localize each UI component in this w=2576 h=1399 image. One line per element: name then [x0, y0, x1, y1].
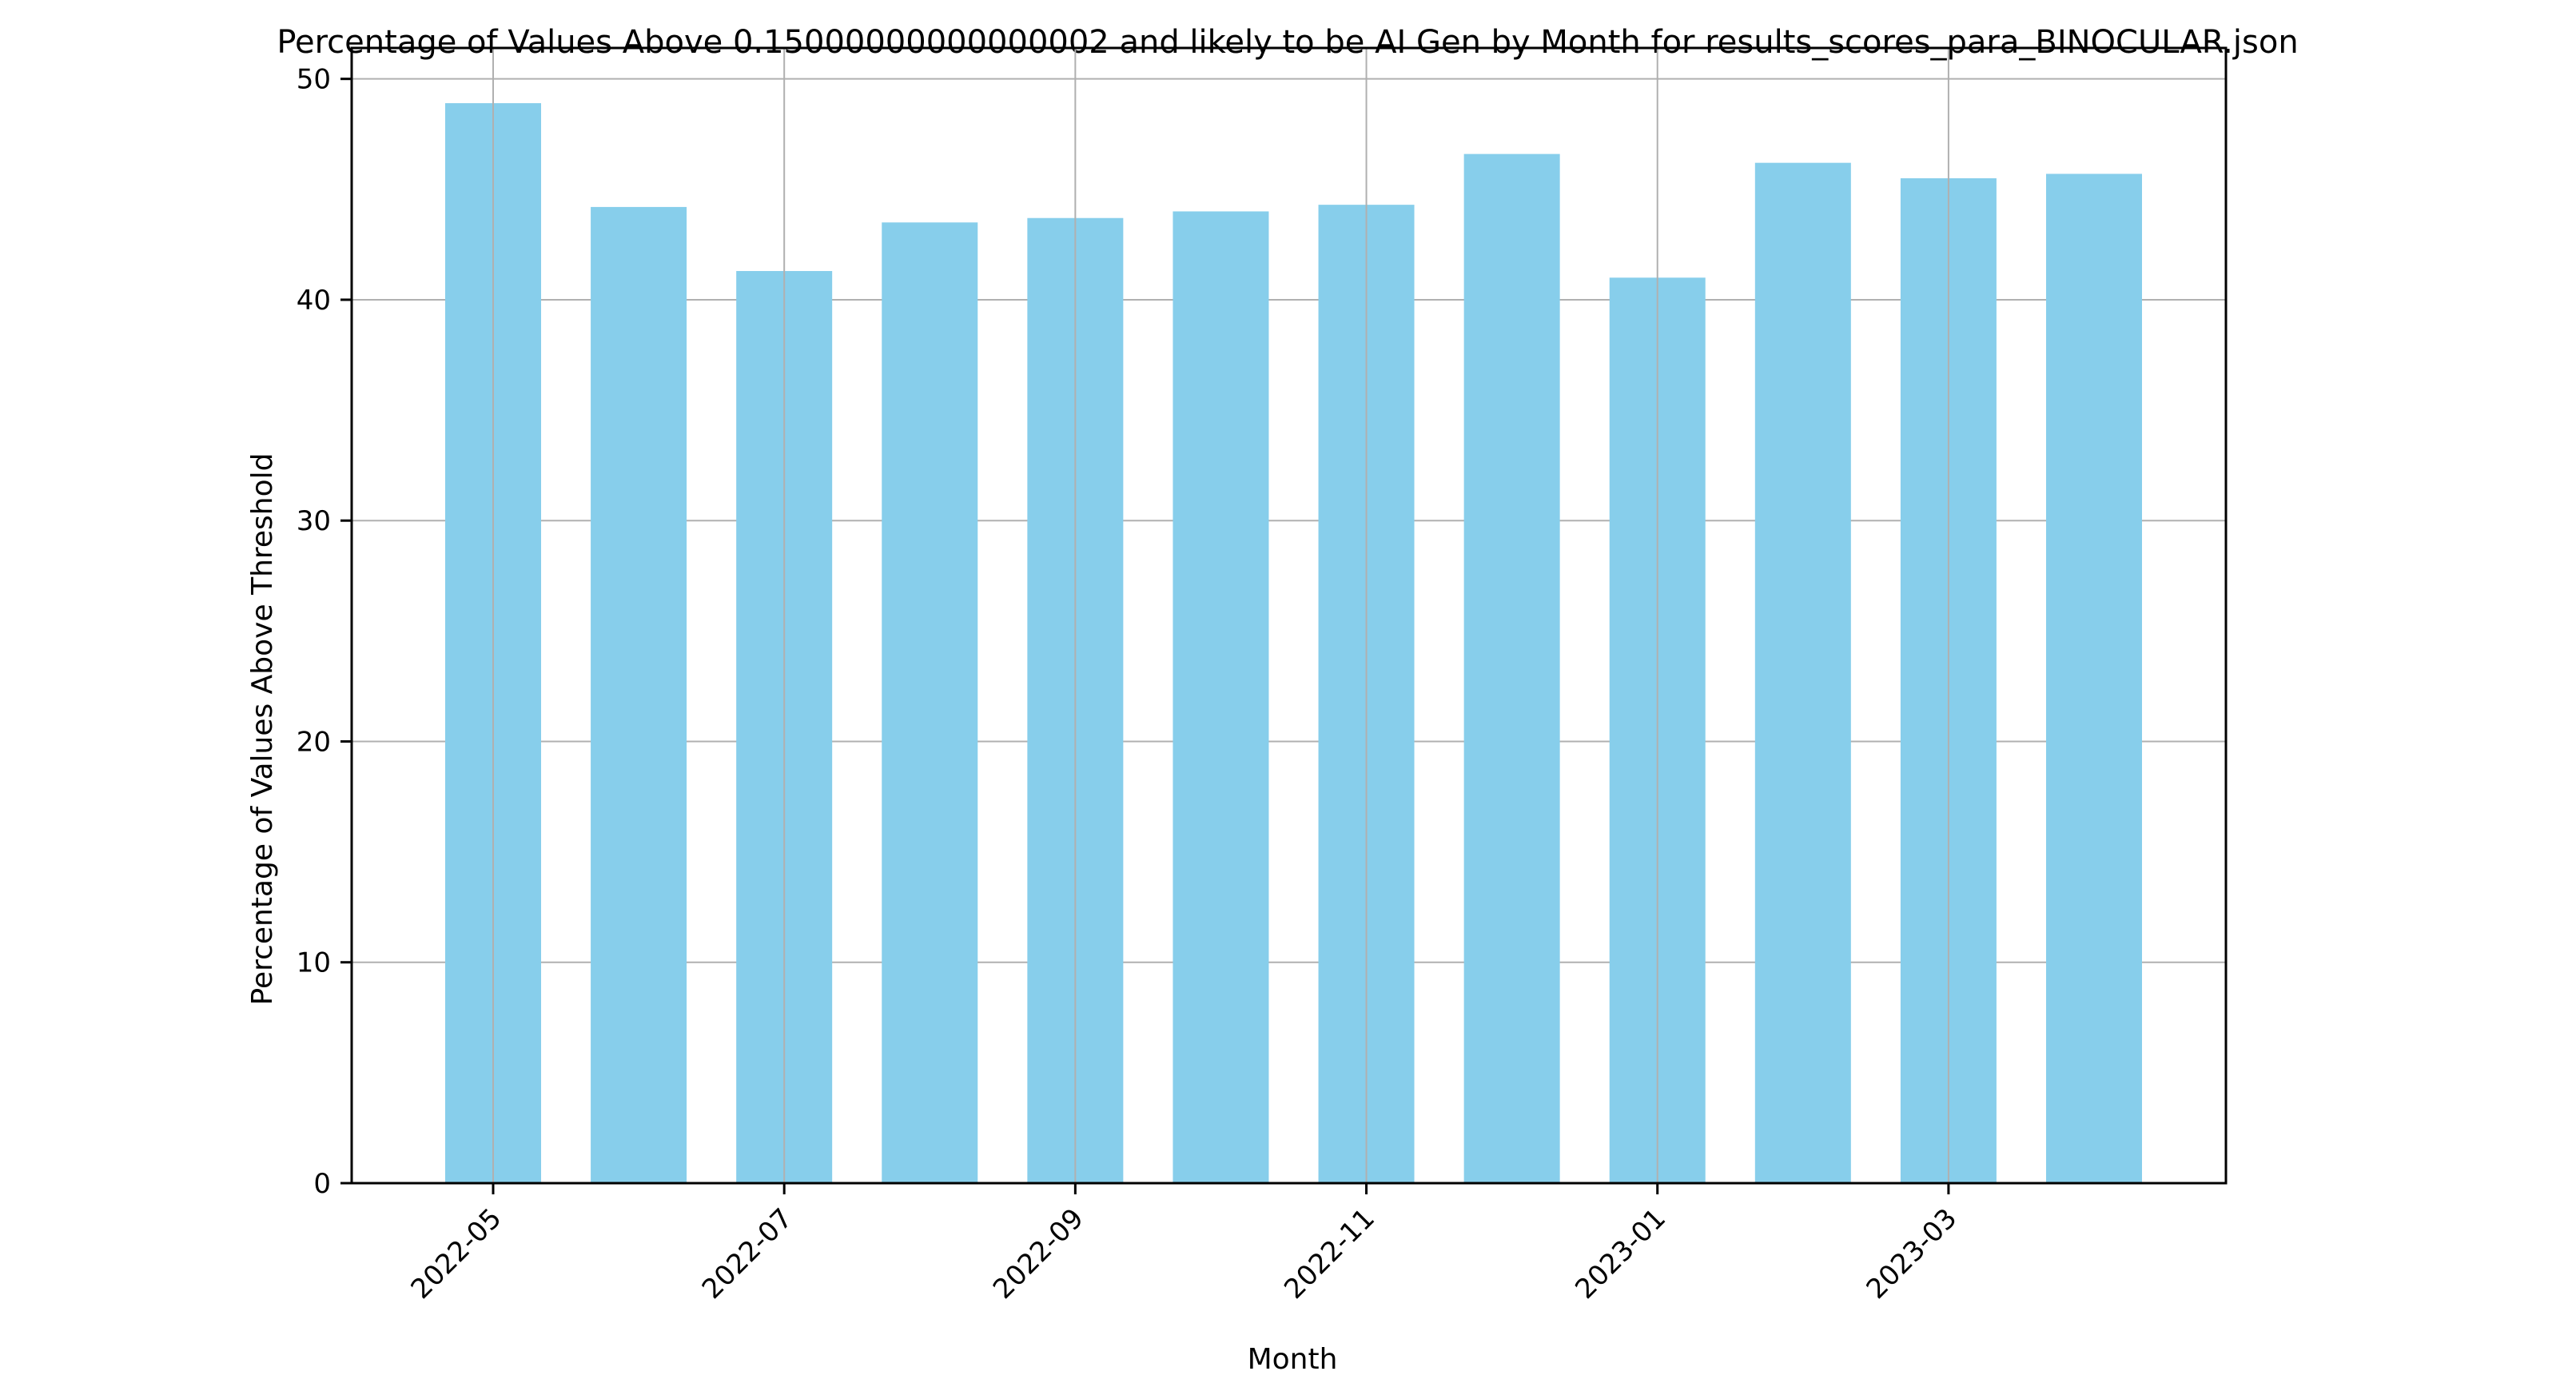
bar-2022-06: [591, 206, 687, 1183]
bars: [445, 103, 2142, 1184]
x-tick-label: 2022-05: [405, 1202, 508, 1305]
y-tick-label: 50: [297, 64, 331, 96]
x-tick-label: 2023-01: [1569, 1202, 1672, 1305]
y-axis-ticks: 0 10 20 30 40 50: [297, 64, 352, 1200]
y-tick-label: 10: [297, 947, 331, 979]
y-tick-label: 20: [297, 726, 331, 758]
plot-frame: [350, 46, 2228, 1185]
y-axis-label: Percentage of Values Above Threshold: [246, 453, 279, 1006]
x-grid-lines: [492, 48, 1949, 1183]
y-tick-label: 40: [297, 285, 331, 317]
x-tick-label: 2022-09: [987, 1202, 1090, 1305]
y-tick-label: 30: [297, 505, 331, 537]
y-tick-label: 0: [313, 1168, 331, 1200]
bar-2022-10: [1173, 211, 1269, 1183]
chart-title: Percentage of Values Above 0.15000000000…: [277, 24, 2298, 61]
bar-2023-02: [1754, 162, 1851, 1183]
bar-2022-12: [1463, 153, 1560, 1183]
bar-2023-04: [2046, 173, 2142, 1183]
x-tick-label: 2022-07: [696, 1202, 799, 1305]
x-axis-ticks: 2022-05 2022-07 2022-09 2022-11 2023-01 2023-…: [405, 1183, 1964, 1305]
x-tick-label: 2023-03: [1861, 1202, 1964, 1305]
x-axis-label: Month: [1248, 1343, 1338, 1376]
x-tick-label: 2022-11: [1278, 1202, 1381, 1305]
bar-2022-08: [882, 222, 978, 1183]
